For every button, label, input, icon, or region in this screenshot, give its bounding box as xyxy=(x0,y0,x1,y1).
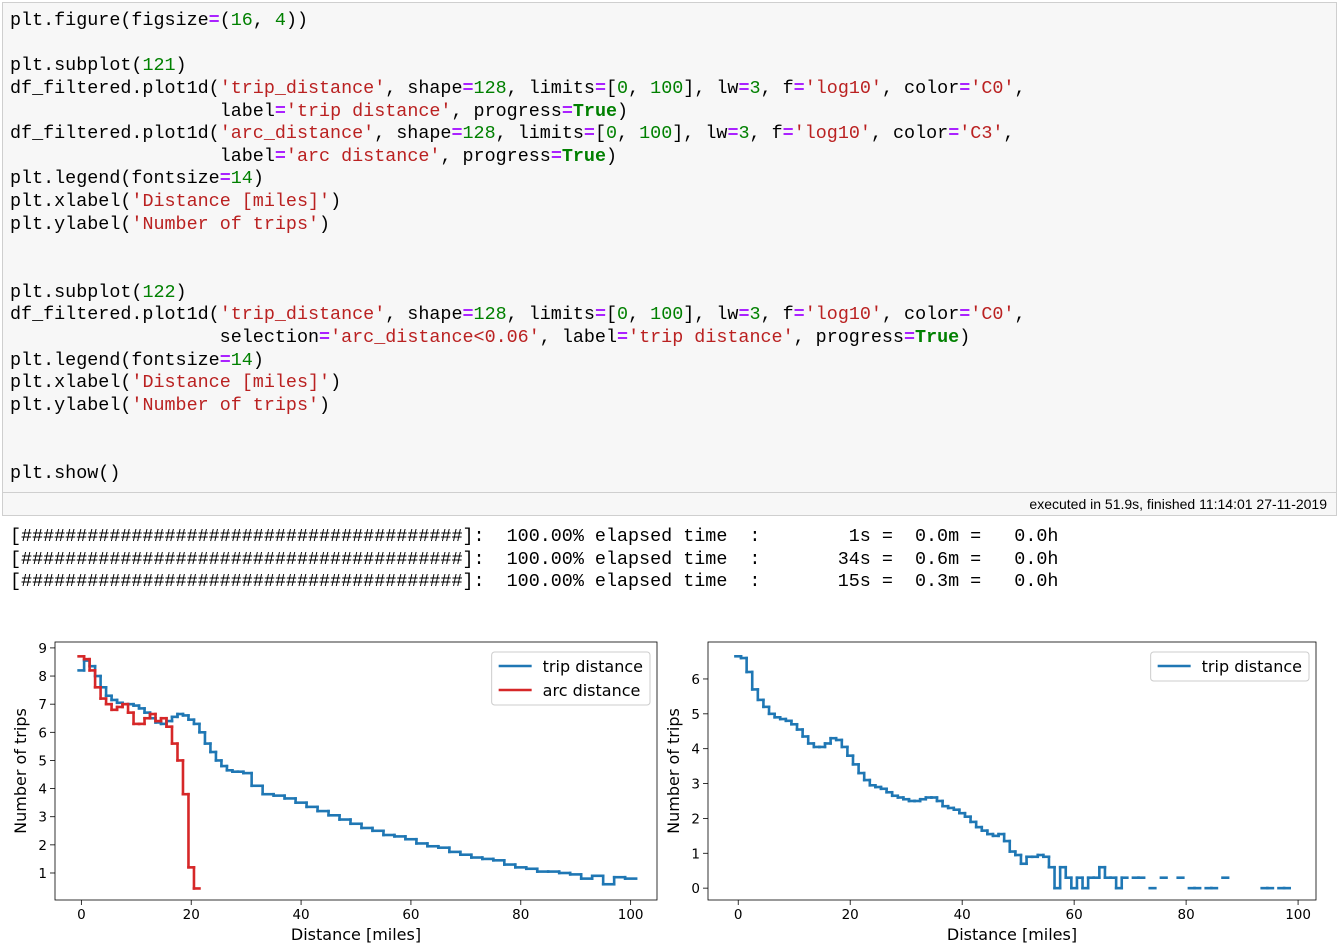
y-tick-label: 6 xyxy=(691,672,700,688)
chart: 0 20 40 60 80 100 1 2 3 4 5 6 7 8 9 Distance [miles] Num… xyxy=(11,641,658,944)
code-line: plt.figure(figsize=(16, 4)) xyxy=(10,10,309,31)
axes-frame xyxy=(54,641,658,901)
legend: trip distance xyxy=(1150,651,1310,682)
x-tick-label: 80 xyxy=(1178,907,1195,923)
chart: 0 20 40 60 80 100 0 1 2 3 4 5 6 Distance [miles] Numbe… xyxy=(664,641,1317,944)
code-line: plt.xlabel('Distance [miles]') xyxy=(10,372,342,394)
code-line: plt.subplot(121) xyxy=(10,55,187,77)
code-line: plt.show() xyxy=(10,462,121,484)
code-line: df_filtered.plot1d('trip_distance', shap… xyxy=(10,304,1026,326)
x-tick-label: 40 xyxy=(292,907,309,923)
code-line: plt.legend(fontsize=14) xyxy=(10,168,264,190)
x-tick-label: 100 xyxy=(618,907,644,923)
progress-line: [#######################################… xyxy=(10,571,1059,593)
code-line: plt.ylabel('Number of trips') xyxy=(10,394,331,416)
x-tick-label: 20 xyxy=(183,907,200,923)
x-axis-label: Distance [miles] xyxy=(291,925,421,944)
legend-box xyxy=(1150,651,1310,682)
execution-info: executed in 51.9s, finished 11:14:01 27-… xyxy=(3,492,1336,515)
y-tick-label: 3 xyxy=(38,810,47,826)
x-tick-label: 100 xyxy=(1285,907,1311,923)
x-tick-label: 20 xyxy=(842,907,859,923)
y-tick-label: 3 xyxy=(691,777,700,793)
y-axis-label: Number of trips xyxy=(11,708,30,834)
progress-line: [#######################################… xyxy=(10,526,1059,547)
y-tick-label: 0 xyxy=(691,881,700,897)
y-tick-label: 9 xyxy=(38,641,47,657)
x-tick-label: 40 xyxy=(954,907,971,923)
legend-label: trip distance xyxy=(1202,657,1302,676)
y-tick-label: 6 xyxy=(38,725,47,741)
x-axis-label: Distance [miles] xyxy=(947,925,1077,944)
code-line: plt.subplot(122) xyxy=(10,281,187,303)
code-line: plt.legend(fontsize=14) xyxy=(10,349,264,371)
code-line: df_filtered.plot1d('trip_distance', shap… xyxy=(10,77,1026,99)
y-tick-label: 1 xyxy=(38,866,47,882)
legend-label: trip distance xyxy=(543,657,643,676)
code-line: selection='arc_distance<0.06', label='tr… xyxy=(10,326,971,348)
x-tick-label: 60 xyxy=(402,907,419,923)
y-tick-label: 5 xyxy=(38,753,47,769)
legend: trip distance arc distance xyxy=(491,651,651,706)
code-editor[interactable]: plt.figure(figsize=(16, 4)) plt.subplot(1… xyxy=(3,3,1336,492)
y-tick-label: 2 xyxy=(38,838,47,854)
axes-frame xyxy=(707,641,1317,901)
progress-line: [#######################################… xyxy=(10,548,1059,570)
code-line: plt.ylabel('Number of trips') xyxy=(10,213,331,235)
x-tick-label: 0 xyxy=(77,907,86,923)
code-cell[interactable]: plt.figure(figsize=(16, 4)) plt.subplot(1… xyxy=(2,2,1337,516)
y-tick-label: 4 xyxy=(38,782,47,798)
legend-label: arc distance xyxy=(543,681,641,700)
cell-output: [#######################################… xyxy=(10,526,1058,594)
code-line: label='arc distance', progress=True) xyxy=(10,145,618,167)
x-tick-label: 80 xyxy=(512,907,529,923)
y-tick-label: 7 xyxy=(38,697,47,713)
code-line: label='trip distance', progress=True) xyxy=(10,100,629,122)
y-tick-label: 1 xyxy=(691,846,700,862)
y-tick-label: 8 xyxy=(38,669,47,685)
y-tick-label: 2 xyxy=(691,811,700,827)
code-line: plt.xlabel('Distance [miles]') xyxy=(10,191,342,213)
y-axis-label: Number of trips xyxy=(664,708,683,834)
y-tick-label: 5 xyxy=(691,707,700,723)
x-tick-label: 60 xyxy=(1066,907,1083,923)
code-line: df_filtered.plot1d('arc_distance', shape… xyxy=(10,123,1015,145)
x-tick-label: 0 xyxy=(734,907,743,923)
y-tick-label: 4 xyxy=(691,742,700,758)
